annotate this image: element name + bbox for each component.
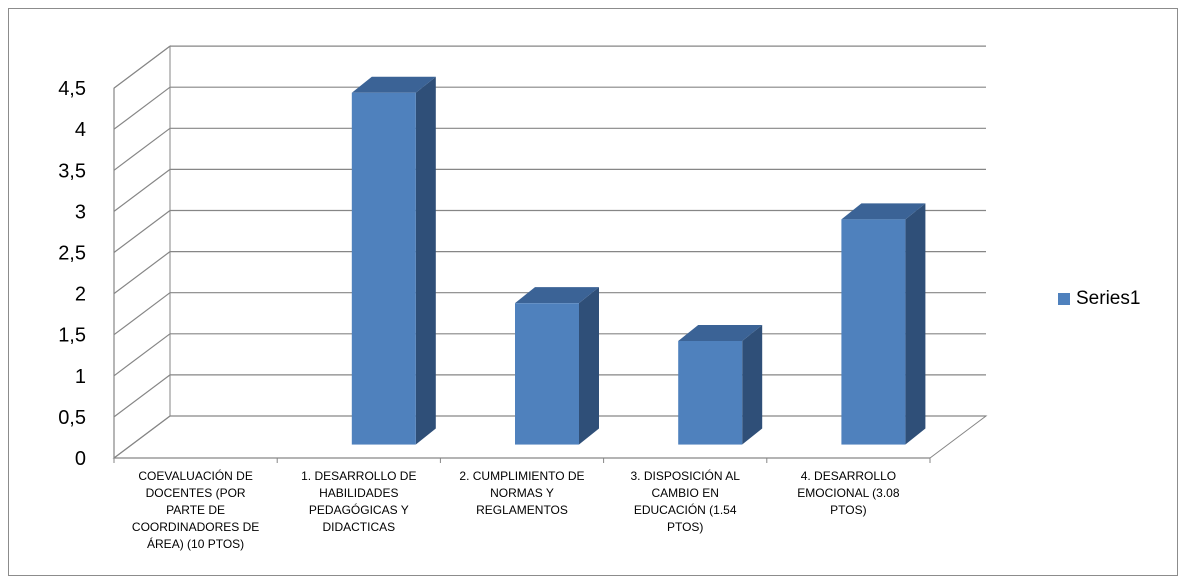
y-tick-label: 3: [75, 201, 86, 223]
gridline-diagonal: [113, 415, 171, 459]
y-tick-label: 4,5: [58, 78, 86, 100]
gridline-diagonal: [113, 210, 171, 253]
legend-swatch: [1058, 293, 1070, 305]
y-tick-label: 2,5: [58, 243, 86, 265]
y-tick-label: 0: [75, 448, 86, 470]
gridline-diagonal: [113, 333, 171, 377]
gridline-diagonal: [113, 45, 171, 89]
x-category-label: 3. DISPOSICIÓN AL CAMBIO EN EDUCACIÓN (1…: [630, 469, 740, 534]
bar-side: [579, 287, 599, 445]
y-tick-label: 4: [75, 119, 86, 141]
bar-side: [415, 76, 436, 445]
bar-top: [515, 287, 599, 304]
legend: Series1: [1058, 288, 1140, 310]
y-tick-label: 2: [75, 284, 86, 306]
gridline-diagonal: [113, 374, 171, 418]
x-category-label: COEVALUACIÓN DE DOCENTES (POR PARTE DE C…: [131, 469, 260, 551]
y-tick-label: 3,5: [58, 160, 86, 182]
bar: [841, 219, 906, 445]
gridline-diagonal: [113, 251, 171, 295]
bar: [515, 303, 579, 445]
gridline-diagonal: [113, 292, 171, 336]
x-category-label: 4. DESARROLLO EMOCIONAL (3.08 PTOS): [797, 469, 900, 517]
legend-label: Series1: [1076, 288, 1141, 309]
x-category-label: 1. DESARROLLO DE HABILIDADES PEDAGÓGICAS…: [301, 469, 417, 534]
gridline-diagonal: [113, 127, 171, 171]
bar-side: [742, 324, 763, 445]
bar: [351, 92, 416, 445]
gridline-diagonal: [113, 168, 171, 212]
y-tick-label: 1,5: [58, 325, 86, 347]
gridline-diagonal: [113, 86, 171, 130]
bar-top: [841, 203, 926, 220]
y-tick-label: 1: [75, 366, 86, 388]
bar: [678, 340, 743, 445]
bar-side: [905, 203, 926, 445]
y-tick-label: 0,5: [58, 407, 86, 429]
bar-top: [351, 76, 436, 93]
x-category-label: 2. CUMPLIMIENTO DE NORMAS Y REGLAMENTOS: [459, 469, 585, 517]
bar-top: [678, 324, 763, 341]
